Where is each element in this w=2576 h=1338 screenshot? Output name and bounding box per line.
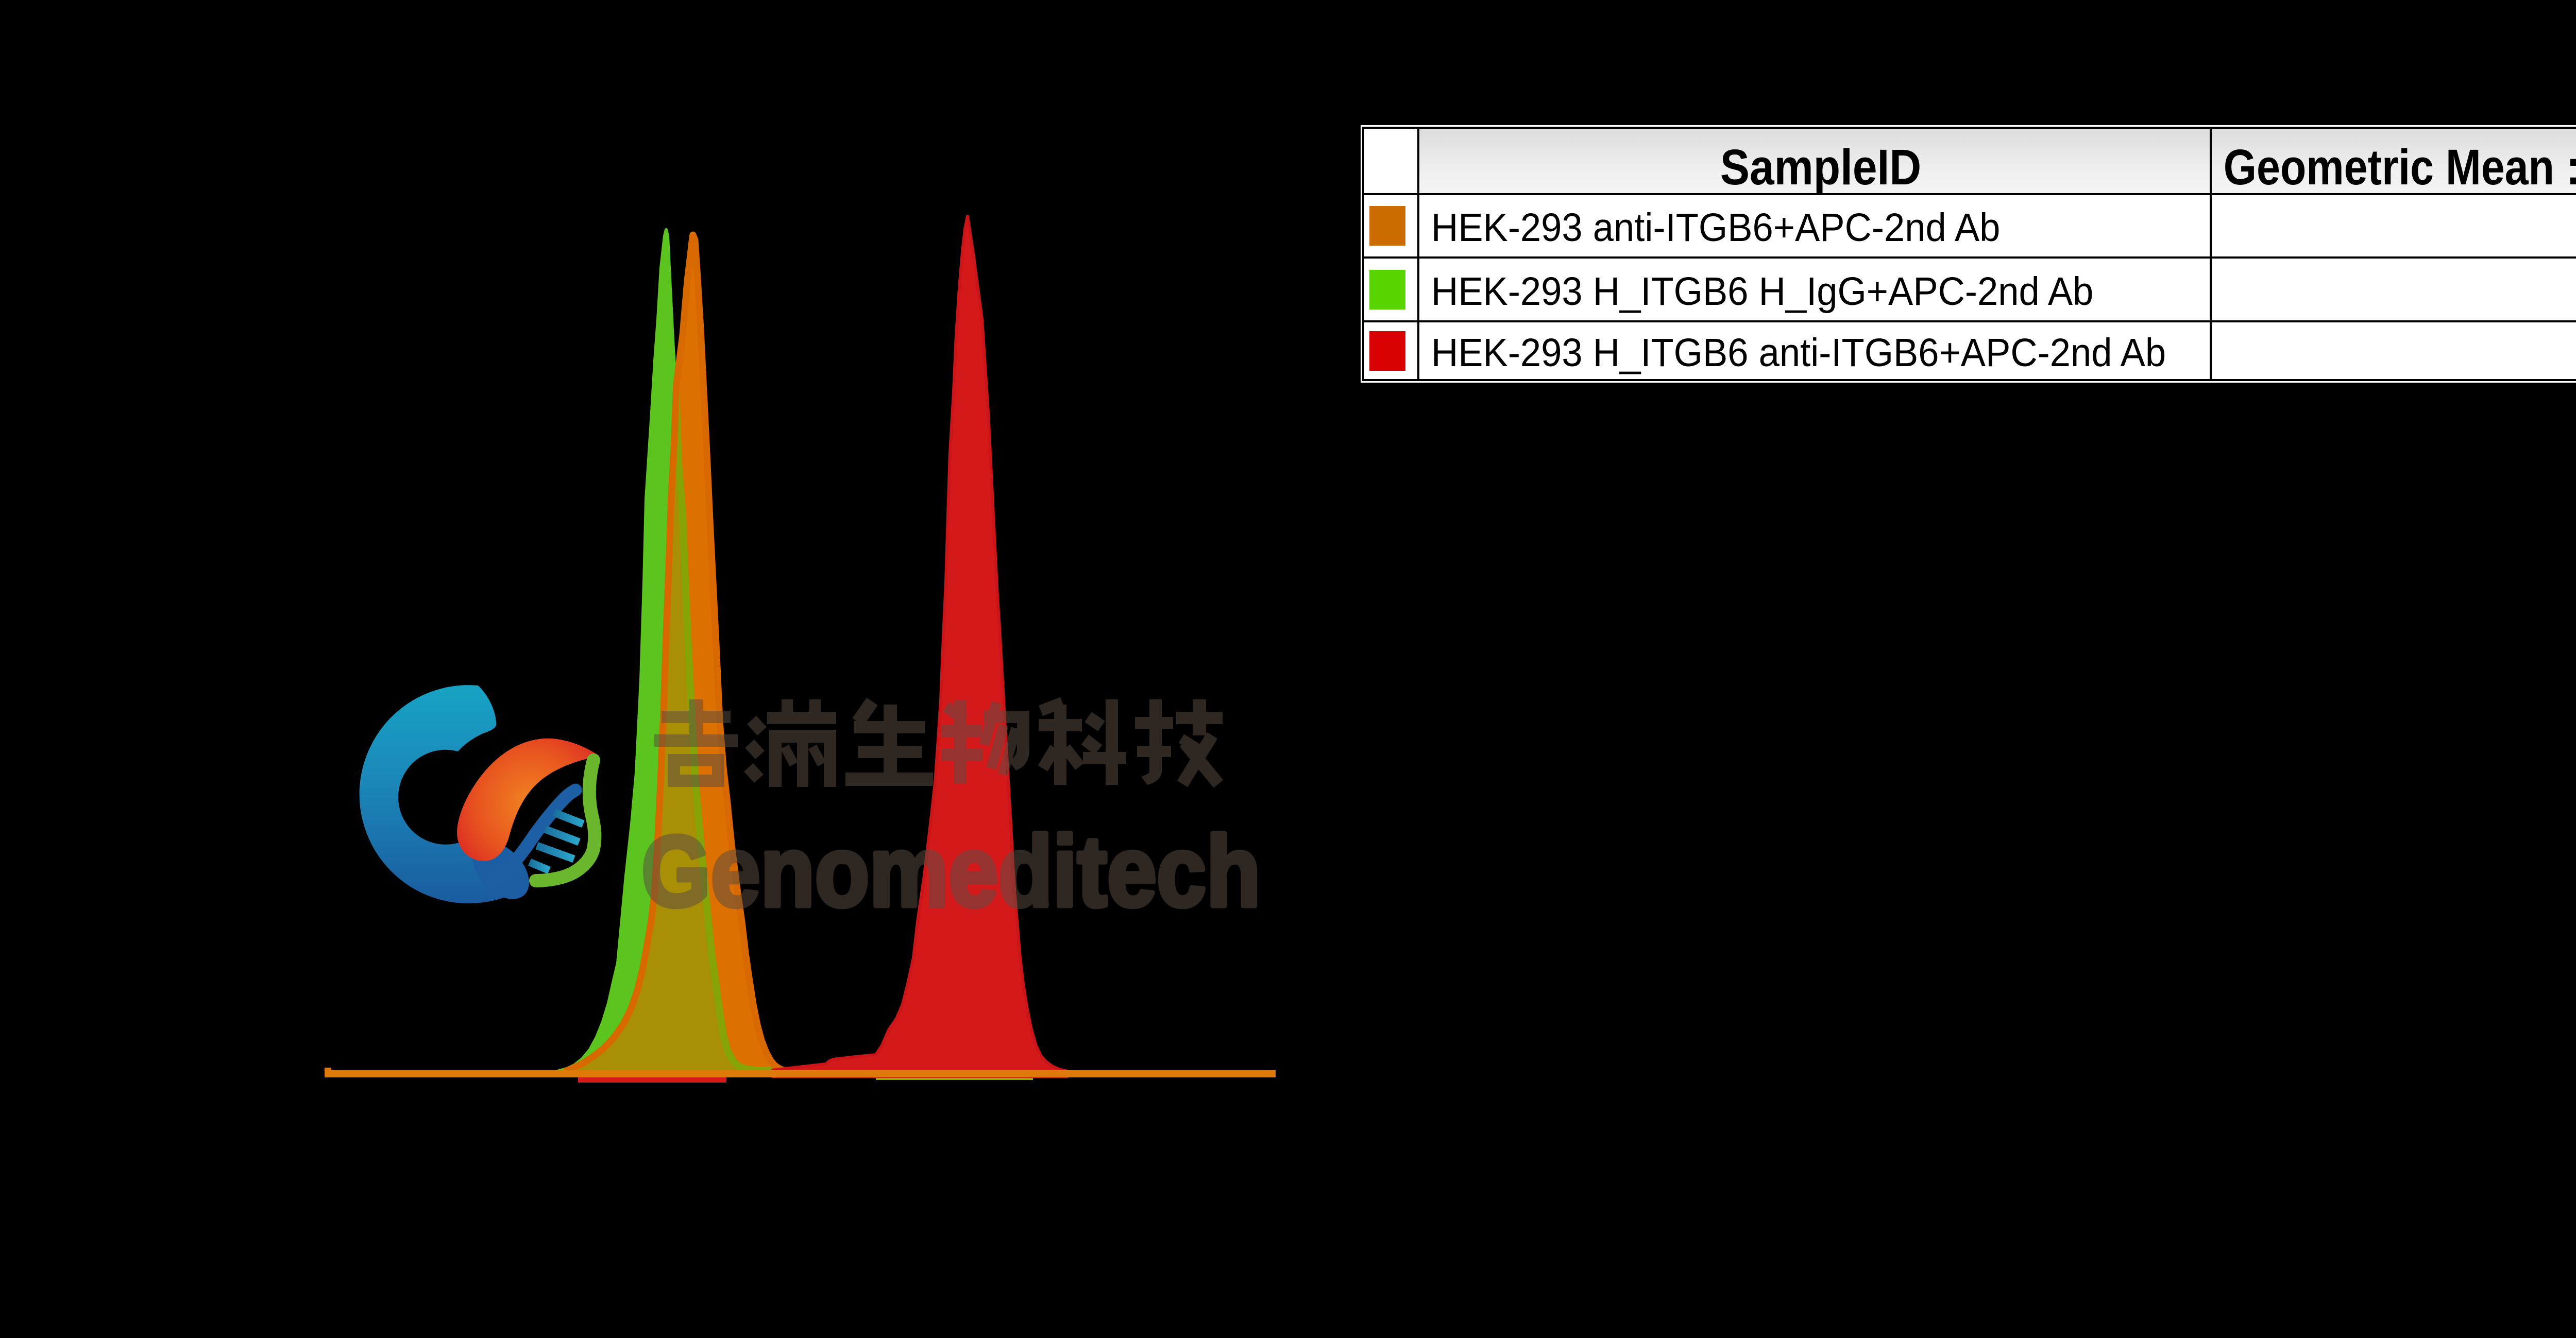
svg-text:Genomeditech: Genomeditech bbox=[641, 815, 1261, 928]
